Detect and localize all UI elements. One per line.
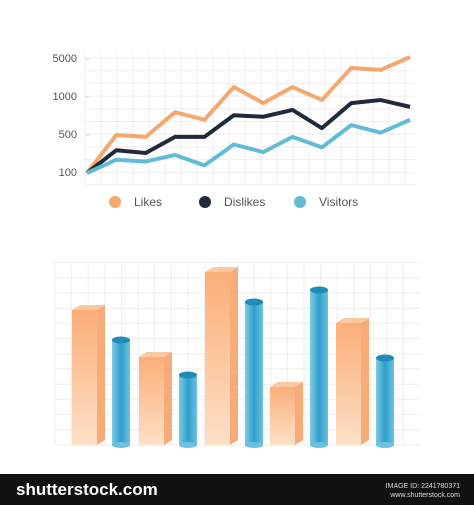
y-tick-label: 500	[59, 129, 77, 141]
legend-label: Visitors	[319, 195, 358, 209]
legend-marker	[109, 196, 121, 208]
line	[86, 117, 411, 175]
y-tick-label: 1000	[53, 91, 77, 103]
cylinder-body	[179, 375, 197, 445]
bar-side	[361, 318, 369, 445]
legend-marker	[199, 196, 211, 208]
cylinder-base	[376, 442, 394, 448]
line	[85, 55, 411, 175]
bar-top	[336, 318, 369, 323]
cylinder-body	[112, 340, 130, 445]
bar-top	[72, 305, 105, 310]
site: www.shutterstock.com	[390, 492, 460, 499]
cylinder-top	[112, 336, 130, 344]
bar-top	[270, 382, 303, 387]
line	[85, 98, 411, 175]
bar-top	[205, 267, 238, 272]
cylinder-base	[112, 442, 130, 448]
cylinder-base	[245, 442, 263, 448]
cylinder-top	[245, 298, 263, 306]
cylinder-body	[245, 302, 263, 445]
legend-label: Likes	[134, 195, 162, 209]
footer-info: IMAGE ID: 2241780371 www.shutterstock.com	[386, 482, 460, 500]
bar-front	[72, 310, 97, 445]
legend-label: Dislikes	[224, 195, 265, 209]
cylinder-body	[310, 290, 328, 445]
brand: shutterstock.com	[16, 480, 158, 499]
cylinder-base	[310, 442, 328, 448]
cylinder-body	[376, 358, 394, 445]
cylinder-base	[179, 442, 197, 448]
y-tick-label: 5000	[53, 53, 77, 65]
bar-front	[336, 323, 361, 445]
cylinder-top	[310, 286, 328, 294]
footer: shutterstock.com IMAGE ID: 2241780371 www…	[0, 474, 474, 505]
bar-side	[97, 305, 105, 445]
bar-top	[139, 352, 172, 357]
bar-front	[139, 357, 164, 445]
cylinder-top	[179, 371, 197, 379]
image-id: IMAGE ID: 2241780371	[385, 483, 460, 490]
bar-side	[164, 352, 172, 445]
legend-marker	[294, 196, 306, 208]
bar-side	[295, 382, 303, 445]
y-tick-label: 100	[59, 167, 77, 179]
cylinder-top	[376, 354, 394, 362]
bar-side	[230, 267, 238, 445]
charts: 100 500 1000 5000 Likes Dislikes Visitors	[53, 53, 420, 448]
bar-front	[205, 272, 230, 445]
bar-front	[270, 387, 295, 445]
